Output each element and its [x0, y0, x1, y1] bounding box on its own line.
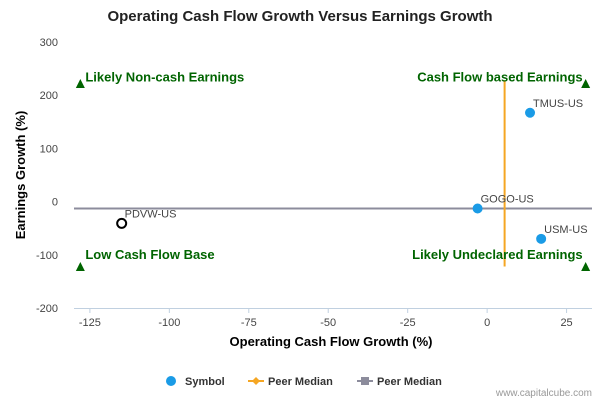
data-point-pdvw-us	[116, 217, 128, 229]
y-tick-label: 0	[52, 197, 58, 209]
legend-label: Symbol	[185, 376, 225, 388]
y-tick-label: -100	[36, 250, 58, 262]
quadrant-marker-top-left	[75, 78, 85, 88]
x-tick-label: -25	[400, 317, 416, 329]
x-tick-label: 0	[484, 317, 490, 329]
x-tick-label: -75	[241, 317, 257, 329]
x-axis-title: Operating Cash Flow Growth (%)	[230, 334, 433, 349]
data-point-gogo-us	[472, 203, 483, 214]
quadrant-marker-bottom-right	[581, 262, 591, 272]
x-tick-label: -50	[320, 317, 336, 329]
y-tick-label: 200	[40, 90, 58, 102]
legend-symbol-circle-icon	[166, 376, 176, 386]
plot-area: -125 -100 -75 -50 -25 0 25 -200 -100 0 100 200 300 Li…	[36, 37, 592, 329]
quadrant-label-bottom-right: Likely Undeclared Earnings	[412, 247, 583, 262]
quadrant-marker-bottom-left	[75, 262, 85, 272]
data-label-usm-us: USM-US	[544, 224, 587, 236]
credit-text: www.capitalcube.com	[495, 388, 592, 399]
y-tick-label: 100	[40, 143, 58, 155]
legend-label: Peer Median	[268, 376, 333, 388]
data-label-tmus-us: TMUS-US	[533, 98, 583, 110]
data-label-gogo-us: GOGO-US	[481, 194, 534, 206]
chart-title: Operating Cash Flow Growth Versus Earnin…	[107, 8, 492, 25]
legend-square-icon	[361, 377, 369, 385]
x-tick-label: -125	[79, 317, 101, 329]
quadrant-label-top-right: Cash Flow based Earnings	[417, 69, 582, 84]
x-tick-label: 25	[560, 317, 572, 329]
quadrant-marker-top-right	[581, 78, 591, 88]
data-point-tmus-us	[525, 107, 536, 118]
y-tick-label: -200	[36, 303, 58, 315]
x-tick-label: -100	[158, 317, 180, 329]
quadrant-label-bottom-left: Low Cash Flow Base	[85, 247, 214, 262]
legend-label: Peer Median	[377, 376, 442, 388]
quadrant-label-top-left: Likely Non-cash Earnings	[85, 69, 244, 84]
legend: Symbol Peer Median Peer Median	[166, 376, 442, 388]
y-axis-title: Earnings Growth (%)	[13, 111, 28, 240]
data-label-pdvw-us: PDVW-US	[125, 208, 177, 220]
y-tick-label: 300	[40, 37, 58, 49]
legend-diamond-icon	[252, 377, 260, 385]
data-point-usm-us	[536, 233, 547, 244]
